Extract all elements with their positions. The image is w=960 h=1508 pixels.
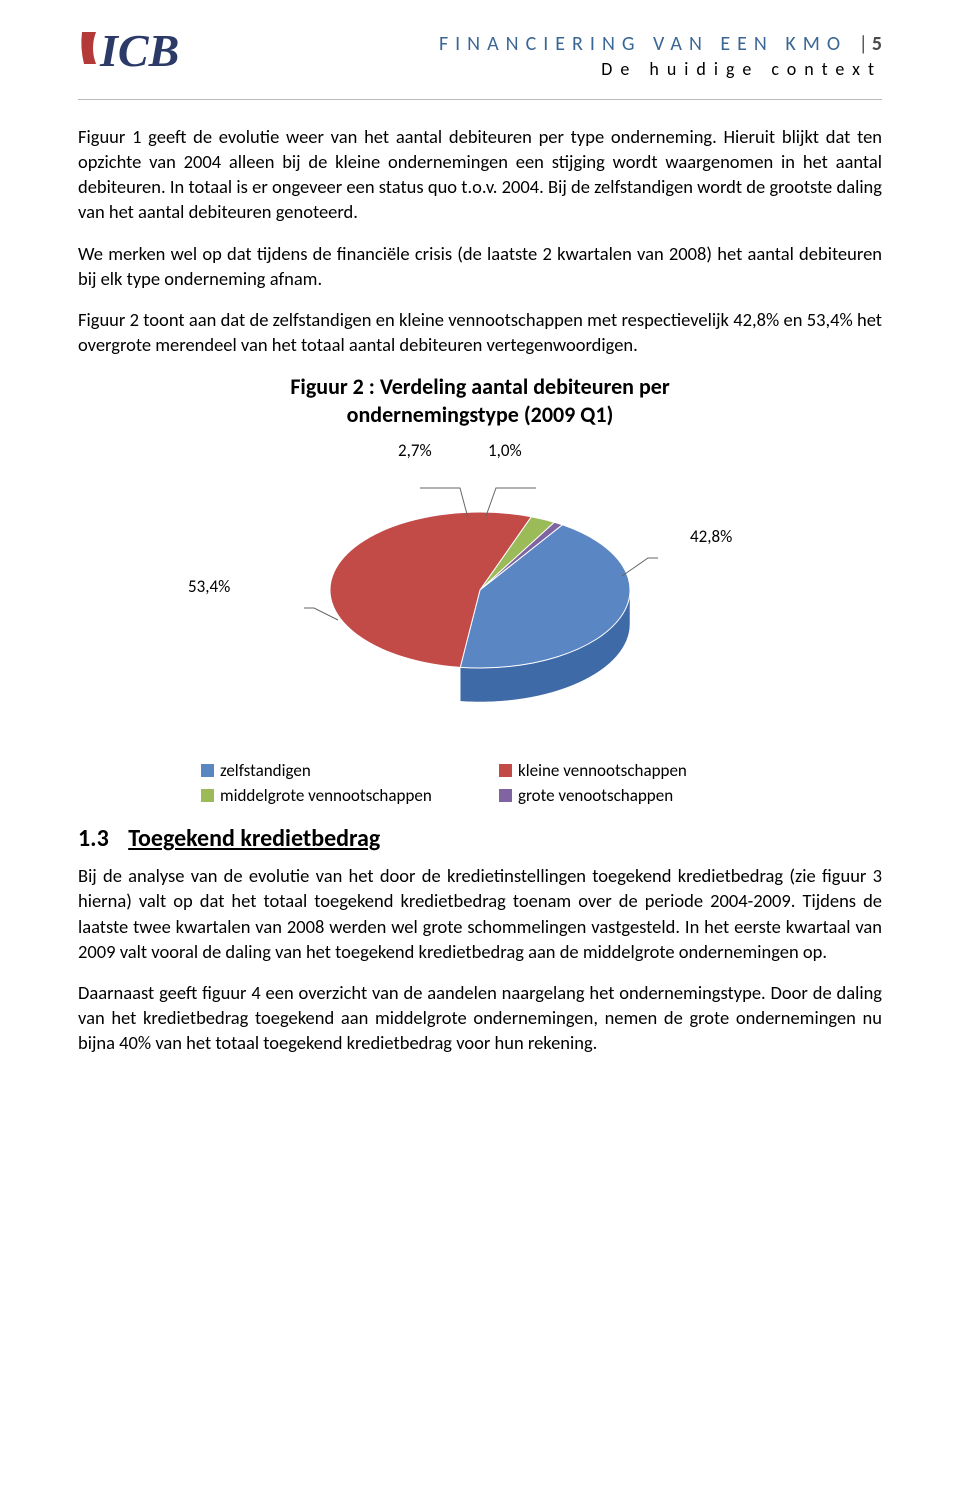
callout-grote: 1,0% [488, 440, 522, 461]
legend-row-2: middelgrote vennootschappen grote venoot… [160, 785, 800, 806]
legend-label-middelgrote: middelgrote vennootschappen [220, 785, 432, 806]
header-title-main: FINANCIERING VAN EEN KMO [439, 32, 847, 56]
callout-kleine: 53,4% [188, 576, 230, 597]
body-text: Figuur 1 geeft de evolutie weer van het … [78, 124, 882, 357]
paragraph-3: Figuur 2 toont aan dat de zelfstandigen … [78, 307, 882, 357]
header-title-sep: | [859, 32, 868, 56]
swatch-zelfstandigen [201, 764, 214, 777]
page-number: 5 [872, 32, 882, 56]
paragraph-2: We merken wel op dat tijdens de financië… [78, 241, 882, 291]
chart-legend: zelfstandigen kleine vennootschappen mid… [160, 760, 800, 806]
header-right: FINANCIERING VAN EEN KMO |5 De huidige c… [439, 32, 882, 80]
swatch-kleine [499, 764, 512, 777]
logo: ICB [78, 24, 208, 85]
chart-stage: 2,7% 1,0% 42,8% 53,4% [170, 436, 790, 756]
logo-svg: ICB [78, 24, 208, 80]
body-text-2: Bij de analyse van de evolutie van het d… [78, 863, 882, 1055]
paragraph-1: Figuur 1 geeft de evolutie weer van het … [78, 124, 882, 225]
callout-middelgrote: 2,7% [398, 440, 432, 461]
legend-item-kleine: kleine vennootschappen [499, 760, 759, 781]
chart-title-line2: ondernemingstype (2009 Q1) [347, 401, 614, 428]
section-number: 1.3 [78, 824, 109, 853]
legend-item-middelgrote: middelgrote vennootschappen [201, 785, 461, 806]
legend-label-grote: grote venootschappen [518, 785, 673, 806]
swatch-middelgrote [201, 789, 214, 802]
swatch-grote [499, 789, 512, 802]
section-heading-1.3: 1.3 Toegekend kredietbedrag [78, 824, 882, 853]
paragraph-4: Bij de analyse van de evolutie van het d… [78, 863, 882, 964]
page: ICB FINANCIERING VAN EEN KMO |5 De huidi… [0, 0, 960, 1508]
logo-accent-icon [81, 32, 96, 64]
legend-label-kleine: kleine vennootschappen [518, 760, 687, 781]
section-title: Toegekend kredietbedrag [128, 824, 380, 853]
chart-title: Figuur 2 : Verdeling aantal debiteuren p… [78, 373, 882, 428]
pie-chart [300, 480, 660, 740]
logo-text: ICB [99, 25, 179, 76]
legend-label-zelfstandigen: zelfstandigen [220, 760, 311, 781]
paragraph-5: Daarnaast geeft figuur 4 een overzicht v… [78, 980, 882, 1055]
legend-row-1: zelfstandigen kleine vennootschappen [160, 760, 800, 781]
chart-title-line1: Figuur 2 : Verdeling aantal debiteuren p… [290, 373, 669, 400]
header-subtitle: De huidige context [439, 58, 882, 80]
legend-item-zelfstandigen: zelfstandigen [201, 760, 461, 781]
header-title-line: FINANCIERING VAN EEN KMO |5 [439, 32, 882, 56]
callout-zelfstandigen: 42,8% [690, 526, 732, 547]
legend-item-grote: grote venootschappen [499, 785, 759, 806]
page-header: ICB FINANCIERING VAN EEN KMO |5 De huidi… [78, 30, 882, 100]
figure-2-block: Figuur 2 : Verdeling aantal debiteuren p… [78, 373, 882, 806]
